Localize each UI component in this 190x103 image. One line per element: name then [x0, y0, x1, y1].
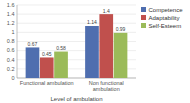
- bar: [114, 33, 128, 78]
- legend-swatch: [141, 7, 146, 12]
- data-label: 0.67: [28, 41, 38, 47]
- x-tick-label: Non functionalambulation: [89, 80, 124, 92]
- grid-line: [17, 14, 136, 15]
- data-labels: 0.67 1.14 0.45 1.4 0.58 0.99: [28, 8, 126, 57]
- data-label: 0.58: [56, 45, 66, 51]
- legend-label: Competence: [149, 7, 184, 13]
- legend-swatch: [141, 15, 146, 20]
- y-tick-label: 0.6: [7, 47, 15, 53]
- legend-swatch: [141, 23, 146, 28]
- chart: 00.20.40.60.811.21.41.60.671.140.451.40.…: [0, 0, 190, 103]
- bar: [85, 26, 99, 78]
- x-tick-label-line: ambulation: [93, 86, 120, 92]
- y-tick-label: 0.2: [7, 66, 15, 72]
- y-tick-label: 1.2: [7, 20, 15, 26]
- grid-line: [17, 23, 136, 24]
- x-tick-label-line: Functional ambulation: [20, 80, 74, 86]
- legend: Competence Adaptability Self-Esteem: [141, 7, 183, 29]
- bar: [40, 57, 54, 78]
- data-label: 0.99: [116, 26, 126, 32]
- legend-label: Self-Esteem: [149, 23, 182, 29]
- bar: [99, 14, 113, 78]
- x-axis-label: Level of ambulation: [50, 96, 102, 102]
- grid-line: [17, 5, 136, 6]
- bar: [26, 47, 40, 78]
- data-label: 1.4: [103, 8, 110, 14]
- legend-label: Adaptability: [149, 15, 180, 21]
- data-label: 1.14: [87, 19, 97, 25]
- y-tick-label: 1.6: [7, 2, 15, 8]
- y-tick-label: 1.4: [7, 11, 15, 17]
- y-tick-label: 0.4: [7, 57, 15, 63]
- y-tick-label: 1: [11, 29, 14, 35]
- y-tick-label: 0.8: [7, 38, 15, 44]
- data-label: 0.45: [42, 51, 52, 57]
- bars: [26, 14, 128, 78]
- x-tick-label: Functional ambulation: [20, 80, 74, 86]
- y-tick-label: 0: [11, 75, 14, 81]
- bar: [54, 52, 68, 78]
- y-axis: [17, 5, 18, 78]
